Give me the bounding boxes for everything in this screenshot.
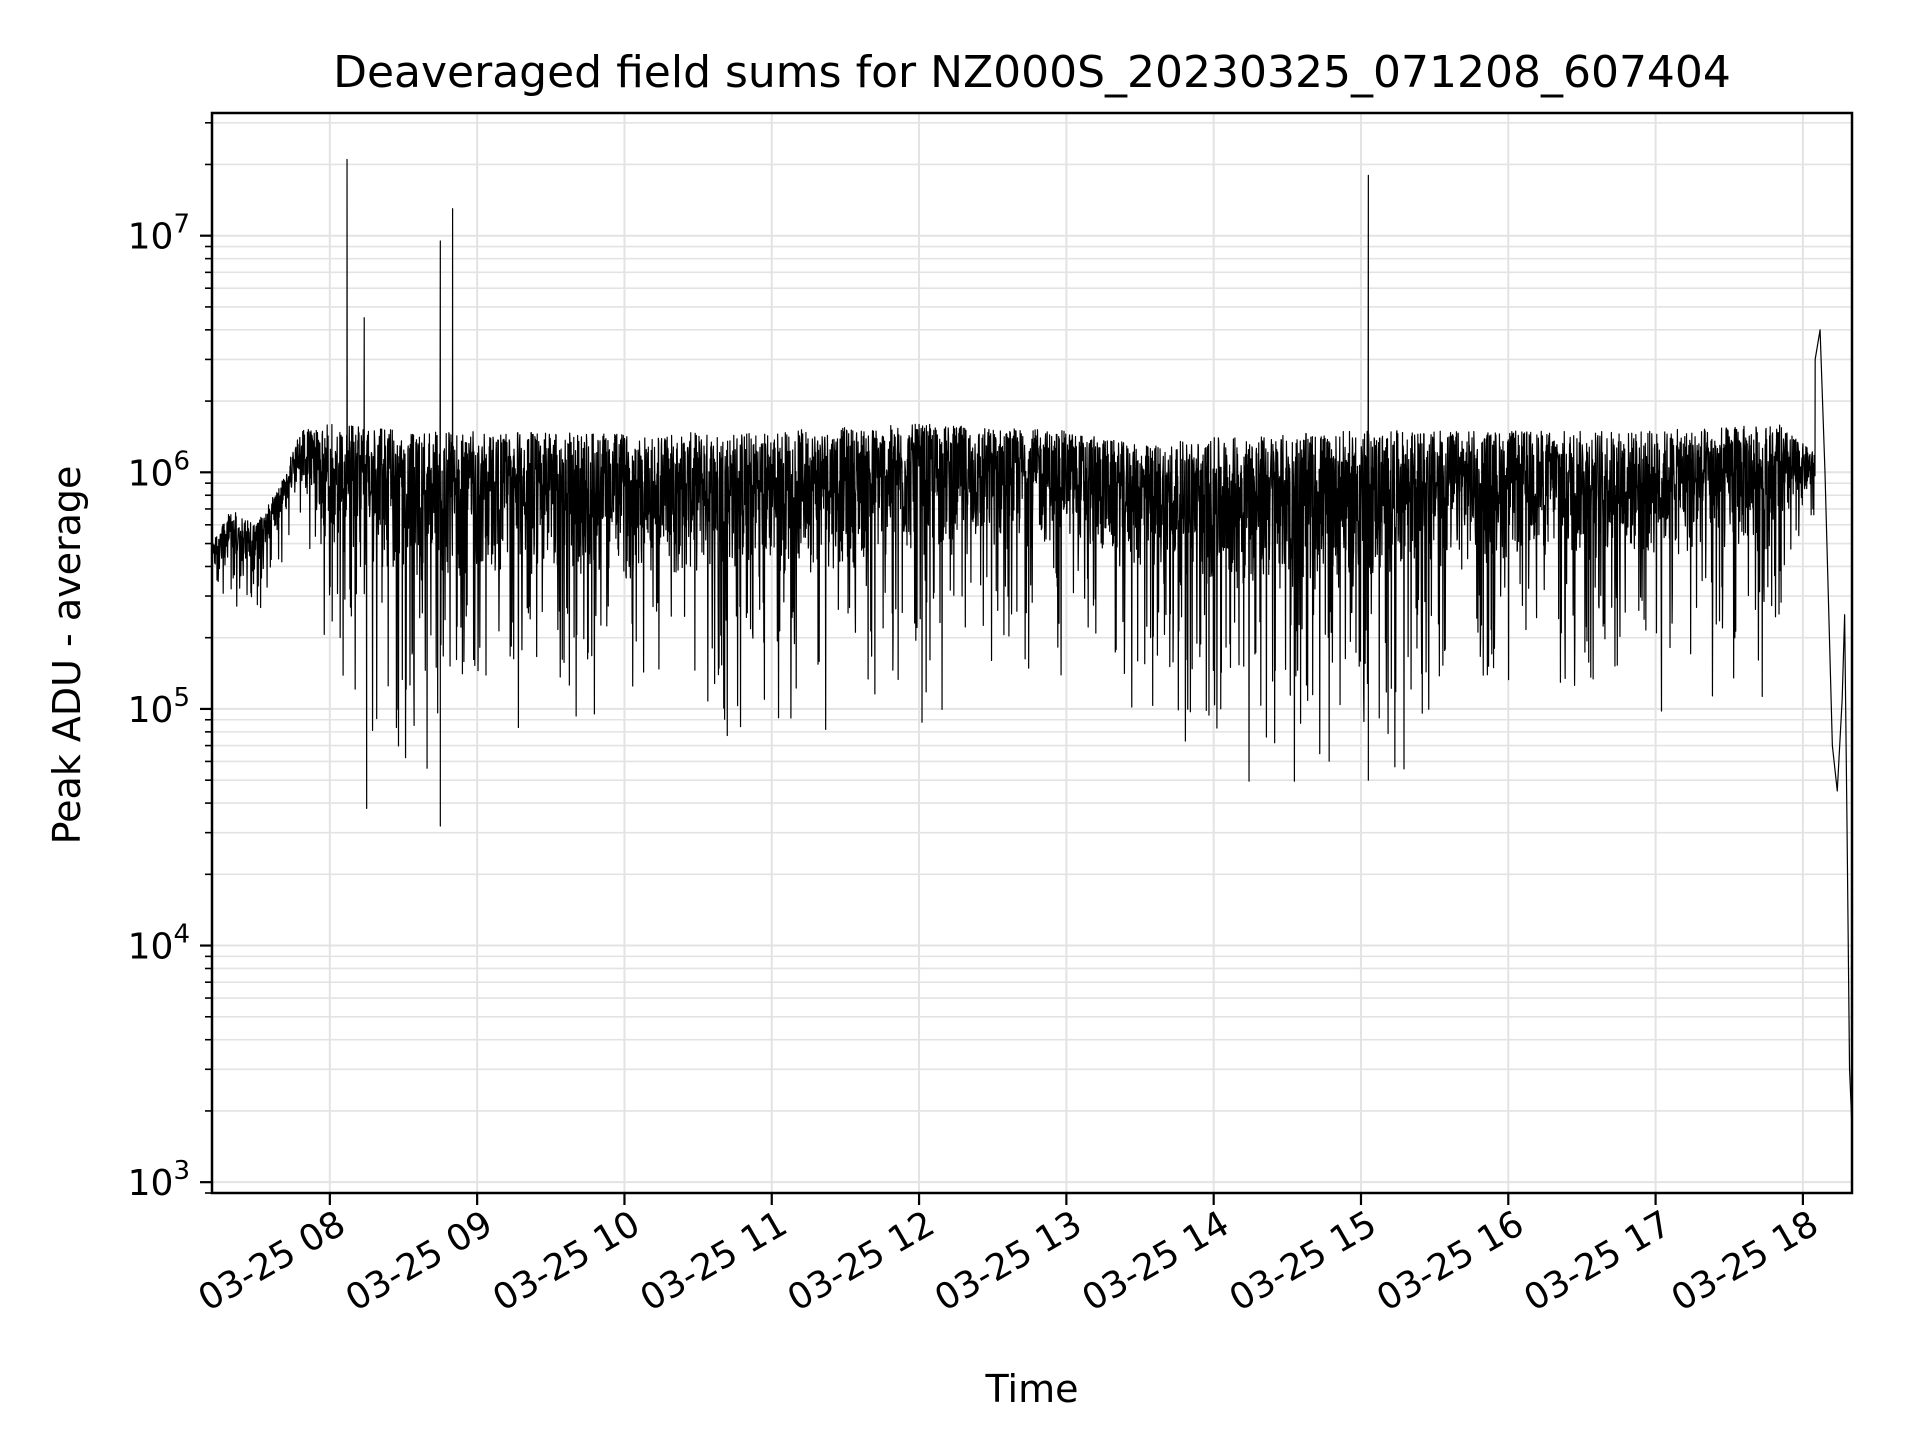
y-tick-label: 106 [128,446,190,494]
y-tick-base: 10 [128,453,174,494]
y-tick-base: 10 [128,1163,174,1204]
y-tick-base: 10 [128,927,174,968]
y-tick-exponent: 7 [173,210,190,240]
y-tick-label: 104 [128,920,190,968]
y-tick-base: 10 [128,690,174,731]
y-tick-exponent: 6 [173,446,190,476]
series-line-peak-adu [211,158,1853,1128]
y-axis-label: Peak ADU - average [45,466,89,845]
y-tick-label: 105 [128,683,190,731]
y-tick-base: 10 [128,217,174,258]
x-axis-label: Time [985,1367,1079,1411]
y-tick-exponent: 5 [173,683,190,713]
chart-title: Deaveraged field sums for NZ000S_2023032… [333,47,1731,98]
y-tick-exponent: 4 [173,920,190,950]
y-tick-label: 103 [128,1156,190,1204]
y-tick-label: 107 [128,210,190,258]
plot-frame [210,111,1854,1195]
y-tick-exponent: 3 [173,1156,190,1186]
